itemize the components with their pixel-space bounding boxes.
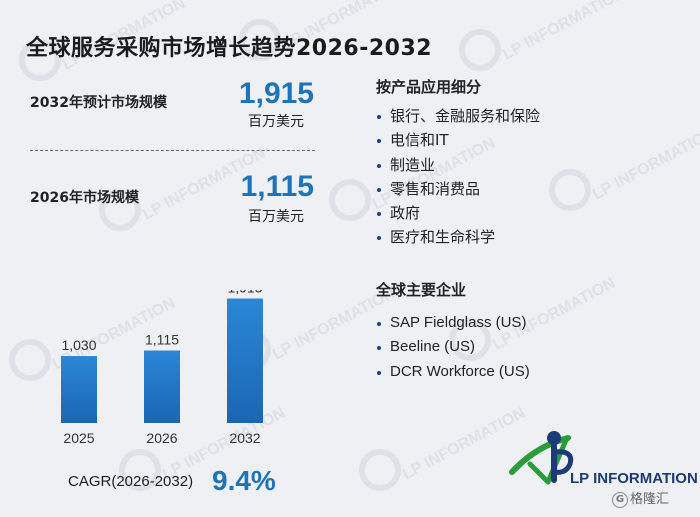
gelonghui-icon: G <box>612 491 628 508</box>
segment-item: 医疗和生命科学 <box>376 225 540 249</box>
bar-value-label: 1,115 <box>145 332 179 348</box>
companies-title: 全球主要企业 <box>376 281 467 299</box>
segment-item: 银行、金融服务和保险 <box>376 104 540 128</box>
metric-2026-unit: 百万美元 <box>248 209 304 225</box>
segment-item: 制造业 <box>376 153 540 177</box>
bar-2025 <box>61 356 97 423</box>
metric-2026-value: 1,115 <box>240 170 314 203</box>
segments-list: 银行、金融服务和保险 电信和IT 制造业 零售和消费品 政府 医疗和生命科学 <box>376 104 540 250</box>
cagr-label: CAGR(2026-2032) <box>68 473 194 490</box>
segment-item: 电信和IT <box>376 128 540 152</box>
metric-2032-value: 1,915 <box>238 77 314 110</box>
source-text: 格隆汇 <box>630 492 670 507</box>
companies-list: SAP Fieldglass (US) Beeline (US) DCR Wor… <box>376 311 530 384</box>
x-tick-label: 2025 <box>63 430 94 446</box>
dashed-divider <box>30 150 315 151</box>
logo-text: LP INFORMATION <box>570 470 698 487</box>
metric-2032-unit: 百万美元 <box>248 114 304 130</box>
company-item: DCR Workforce (US) <box>376 360 530 384</box>
x-tick-label: 2032 <box>229 430 260 446</box>
source-tag: G 格隆汇 <box>612 490 669 510</box>
x-tick-label: 2026 <box>146 430 177 446</box>
segment-item: 零售和消费品 <box>376 177 540 201</box>
watermark-mark <box>549 169 591 211</box>
watermark-mark <box>459 29 501 71</box>
bar-2026 <box>144 350 180 423</box>
company-item: SAP Fieldglass (US) <box>376 311 530 335</box>
watermark-text: LP INFORMATION <box>500 0 628 64</box>
segments-title: 按产品应用细分 <box>376 78 482 96</box>
segment-item: 政府 <box>376 201 540 225</box>
watermark-mark <box>359 449 401 491</box>
bar-value-label: 1,030 <box>61 337 96 353</box>
page-title: 全球服务采购市场增长趋势2026-2032 <box>26 36 433 61</box>
company-item: Beeline (US) <box>376 335 530 359</box>
lp-information-logo-icon <box>509 431 574 485</box>
watermark-text: LP INFORMATION <box>590 125 700 204</box>
metric-2032-label: 2032年预计市场规模 <box>30 95 167 111</box>
metric-2026-label: 2026年市场规模 <box>30 190 139 206</box>
watermark-mark <box>329 179 371 221</box>
bar-value-label: 1,915 <box>227 290 262 296</box>
cagr-value: 9.4% <box>212 465 276 496</box>
bar-2032 <box>227 298 263 423</box>
bar-chart: 1,030 2025 1,115 2026 1,915 2032 <box>61 290 263 446</box>
